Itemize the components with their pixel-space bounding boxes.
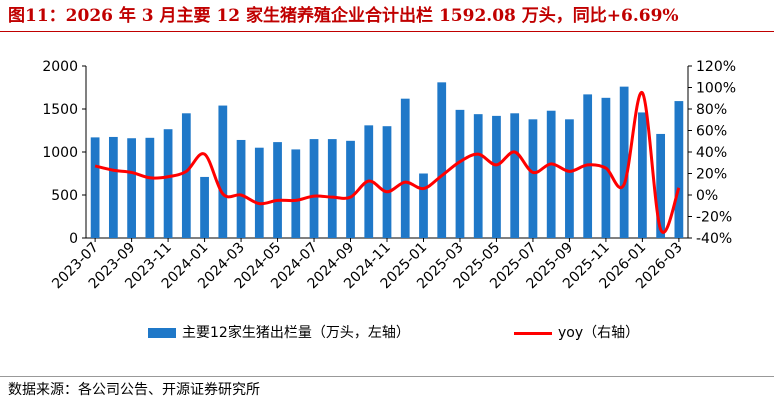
y-right-tick-label: 0% [696, 188, 718, 204]
bar [656, 133, 666, 238]
bar [163, 129, 173, 238]
legend-bar-label: 主要12家生猪出栏量（万头，左轴） [182, 325, 410, 341]
y-right-tick-label: 60% [696, 124, 727, 140]
y-left-tick-label: 500 [51, 188, 78, 204]
bar [455, 109, 465, 238]
bar [218, 105, 228, 238]
bar [473, 114, 483, 238]
legend-bar-item: 主要12家生猪出栏量（万头，左轴） [148, 322, 410, 344]
y-right-tick-label: -20% [696, 210, 732, 226]
footer-divider [0, 376, 774, 377]
y-left-tick-label: 1000 [42, 145, 78, 161]
bar [273, 142, 282, 238]
bar [619, 86, 629, 238]
bar [181, 113, 191, 238]
bar [327, 139, 337, 238]
bar [309, 139, 319, 238]
y-right-tick-label: 120% [696, 59, 736, 75]
bar [492, 115, 501, 238]
y-left-tick-label: 1500 [42, 102, 78, 118]
bar [127, 138, 136, 238]
bar [90, 137, 100, 238]
bar [510, 113, 520, 238]
bar [565, 119, 574, 238]
chart-area: 0 500 1000 1500 2000 -40% -20% 0% 20% 40% 60% 80% 10… [42, 59, 736, 292]
bar [291, 149, 301, 238]
y-right-tick-label: 40% [696, 145, 727, 161]
y-left-tick-label: 2000 [42, 59, 78, 75]
chart-title: 图11：2026 年 3 月主要 12 家生猪养殖企业合计出栏 1592.08 … [8, 6, 679, 26]
legend-line-label: yoy（右轴） [558, 325, 640, 341]
bar [674, 101, 684, 238]
legend-bar-swatch [148, 328, 176, 338]
bar [346, 140, 355, 238]
bar [145, 137, 155, 238]
bar [400, 98, 410, 239]
bar [437, 82, 447, 238]
y-right-tick-label: 20% [696, 167, 727, 183]
bar [546, 110, 556, 238]
bar [200, 176, 209, 238]
bar [382, 126, 392, 238]
y-right-tick-label: 100% [696, 81, 736, 97]
yoy-line [94, 91, 681, 234]
bar [638, 112, 647, 238]
bar [236, 139, 246, 238]
legend-line-swatch [514, 331, 552, 335]
legend-line-item: yoy（右轴） [514, 322, 639, 344]
y-right-tick-label: -40% [696, 231, 732, 247]
title-divider [0, 31, 774, 32]
bar [254, 147, 264, 238]
source-note: 数据来源：各公司公告、开源证券研究所 [8, 382, 260, 398]
y-right-tick-label: 80% [696, 102, 727, 118]
y-left-tick-label: 0 [69, 231, 78, 247]
bar [108, 136, 118, 238]
bar [419, 173, 428, 238]
bar [528, 119, 538, 238]
